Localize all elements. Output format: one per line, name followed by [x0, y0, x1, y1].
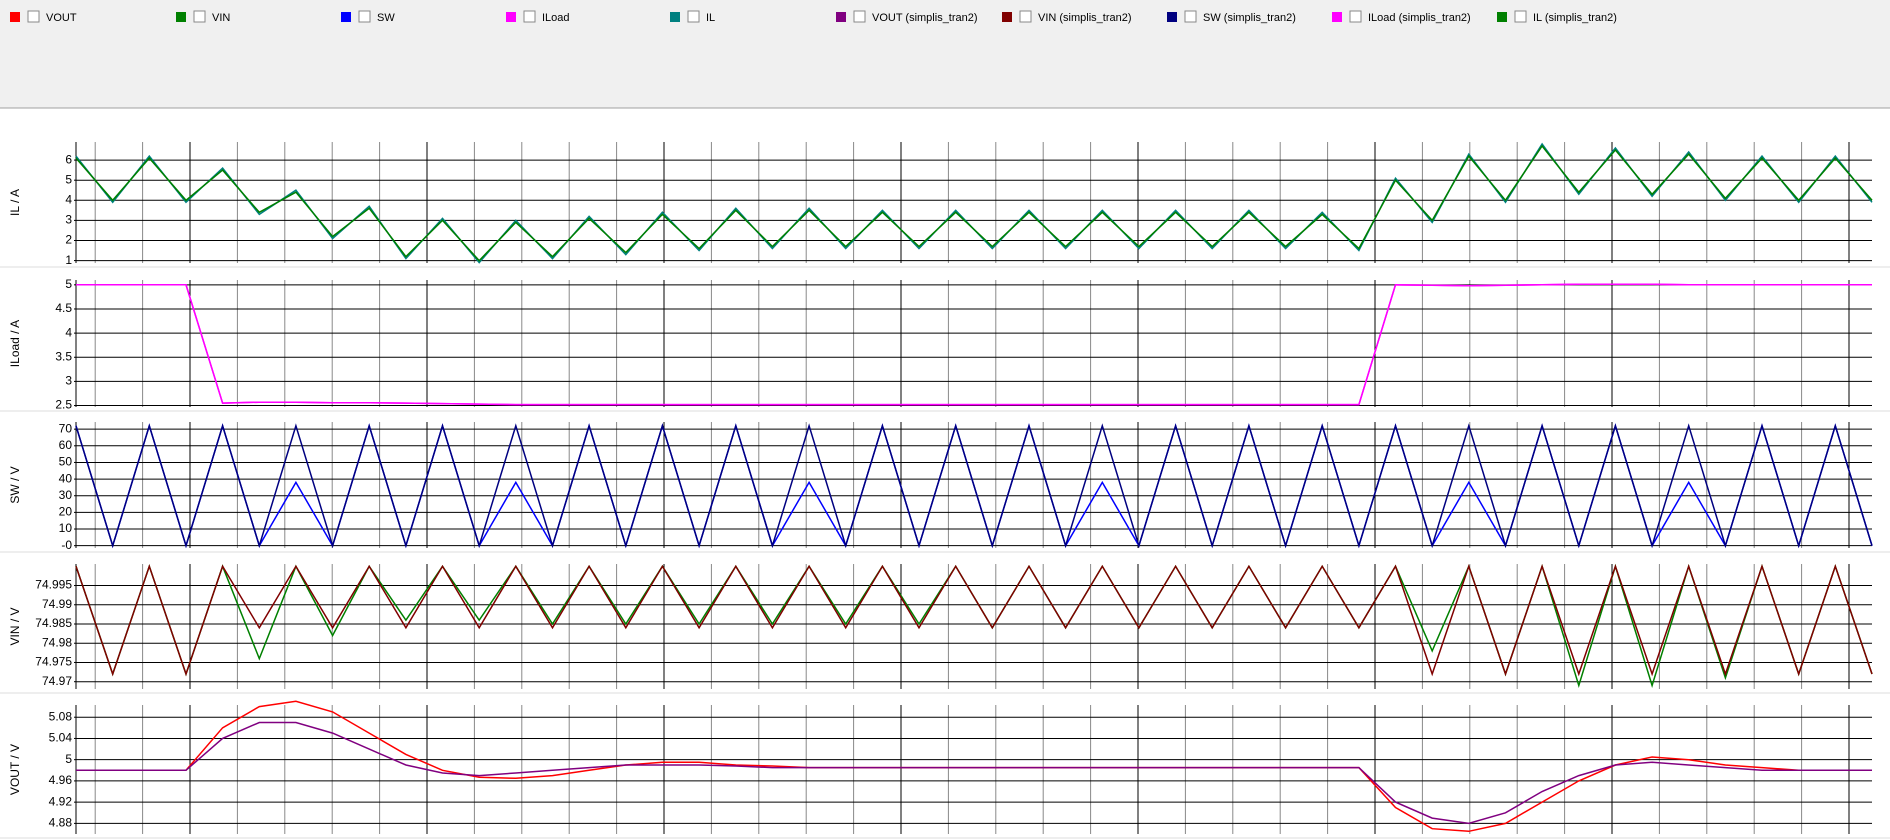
y-axis-label: IL / A — [8, 189, 22, 216]
legend-checkbox[interactable] — [687, 10, 700, 23]
legend-label[interactable]: VIN (simplis_tran2) — [1038, 12, 1132, 24]
y-tick-label: 2 — [65, 233, 72, 247]
legend-checkbox[interactable] — [193, 10, 206, 23]
legend-label[interactable]: VIN — [212, 12, 230, 24]
legend-label[interactable]: SW (simplis_tran2) — [1203, 12, 1296, 24]
y-tick-label: 4 — [65, 325, 72, 339]
legend-checkbox[interactable] — [853, 10, 866, 23]
y-tick-label: 1 — [65, 253, 72, 267]
legend-swatch — [836, 12, 846, 22]
plot-area — [76, 705, 1872, 834]
y-tick-label: 4.88 — [49, 816, 73, 830]
series-line — [75, 144, 1873, 262]
legend-checkbox[interactable] — [358, 10, 371, 23]
y-tick-label: 20 — [59, 505, 73, 519]
y-tick-label: 10 — [59, 521, 73, 535]
series-line — [76, 283, 1872, 406]
y-tick-label: 4.5 — [55, 301, 72, 315]
y-axis-label: SW / V — [8, 466, 22, 503]
y-tick-label: -0 — [61, 538, 72, 552]
legend-swatch — [1332, 12, 1342, 22]
y-tick-label: 4.92 — [49, 794, 73, 808]
legend-swatch — [1002, 12, 1012, 22]
y-tick-label: 5.08 — [49, 709, 73, 723]
y-tick-label: 74.97 — [42, 674, 72, 688]
legend-label[interactable]: ILoad (simplis_tran2) — [1368, 12, 1471, 24]
y-tick-label: 3.5 — [55, 349, 72, 363]
y-tick-label: 40 — [59, 471, 73, 485]
y-tick-label: 74.99 — [42, 597, 72, 611]
y-tick-label: 6 — [65, 152, 72, 166]
legend-swatch — [1167, 12, 1177, 22]
legend-swatch — [10, 12, 20, 22]
legend-swatch — [176, 12, 186, 22]
y-tick-label: 3 — [65, 374, 72, 388]
y-tick-label: 74.975 — [35, 655, 72, 669]
legend-checkbox[interactable] — [1349, 10, 1362, 23]
y-tick-label: 50 — [59, 455, 73, 469]
y-tick-label: 5 — [65, 752, 72, 766]
y-tick-label: 5 — [65, 277, 72, 291]
y-tick-label: 60 — [59, 438, 73, 452]
y-tick-label: 70 — [59, 421, 73, 435]
y-axis-label: ILoad / A — [8, 320, 22, 367]
legend-swatch — [506, 12, 516, 22]
series-line — [76, 721, 1872, 825]
legend-label[interactable]: VOUT (simplis_tran2) — [872, 12, 978, 24]
legend-swatch — [1497, 12, 1507, 22]
legend-checkbox[interactable] — [1184, 10, 1197, 23]
y-tick-label: 3 — [65, 213, 72, 227]
legend-checkbox[interactable] — [27, 10, 40, 23]
legend-label[interactable]: VOUT — [46, 12, 77, 24]
y-tick-label: 74.995 — [35, 578, 72, 592]
plot-area — [76, 280, 1872, 407]
y-tick-label: 74.98 — [42, 635, 72, 649]
legend-label[interactable]: IL (simplis_tran2) — [1533, 12, 1617, 24]
legend-label[interactable]: IL — [706, 12, 715, 24]
y-tick-label: 2.5 — [55, 398, 72, 412]
plot-area — [76, 142, 1872, 263]
legend-swatch — [670, 12, 680, 22]
legend-checkbox[interactable] — [1514, 10, 1527, 23]
y-tick-label: 30 — [59, 488, 73, 502]
y-tick-label: 74.985 — [35, 616, 72, 630]
y-tick-label: 4 — [65, 192, 72, 206]
y-axis-label: VOUT / V — [8, 744, 22, 795]
series-line — [75, 563, 1873, 677]
y-tick-label: 5.04 — [49, 731, 73, 745]
legend-bar — [0, 0, 1890, 108]
y-axis-label: VIN / V — [8, 607, 22, 645]
series-line — [75, 423, 1873, 549]
legend-label[interactable]: ILoad — [542, 12, 570, 24]
y-tick-label: 5 — [65, 172, 72, 186]
legend-swatch — [341, 12, 351, 22]
legend-checkbox[interactable] — [1019, 10, 1032, 23]
y-tick-label: 4.96 — [49, 773, 73, 787]
legend-checkbox[interactable] — [523, 10, 536, 23]
plot-area — [76, 564, 1872, 689]
legend-label[interactable]: SW — [377, 12, 395, 24]
